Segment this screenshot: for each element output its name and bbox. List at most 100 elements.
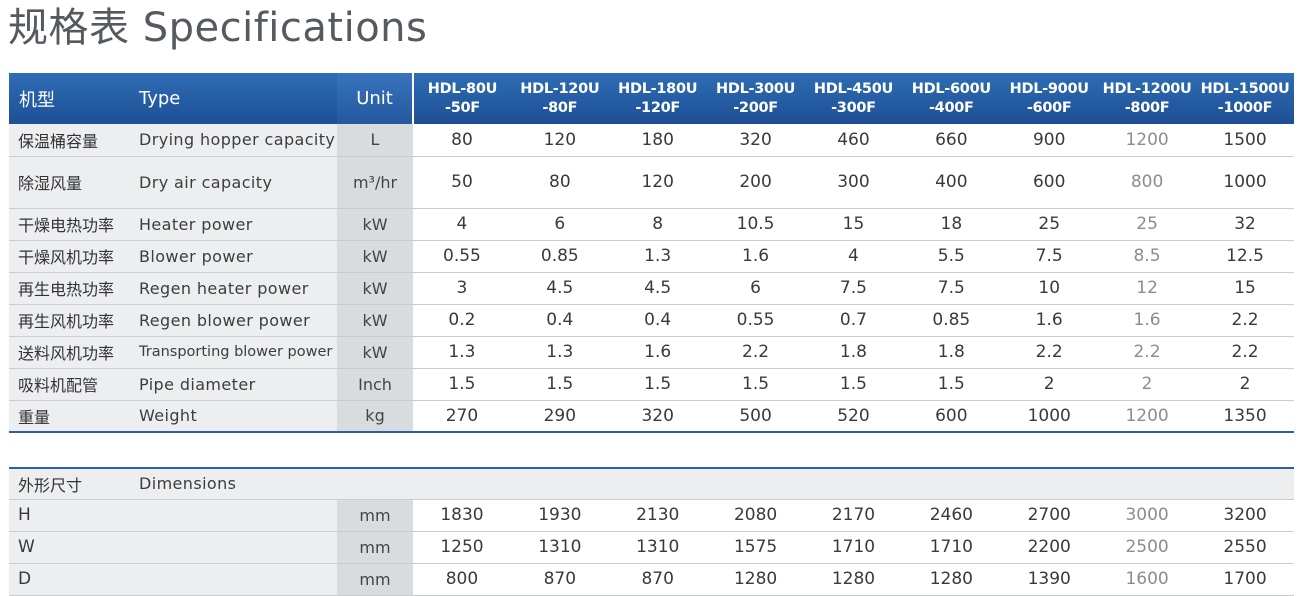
- row-en-label: Regen blower power: [129, 304, 338, 337]
- row-cn-label: 干燥风机功率: [9, 240, 129, 273]
- table-cell-value: 2.2: [1098, 336, 1197, 369]
- dimensions-header-row: 外形尺寸 Dimensions: [9, 467, 1294, 500]
- table-cell-value: 270: [413, 400, 511, 433]
- row-cn-label: 送料风机功率: [9, 336, 129, 369]
- table-cell-value: 900: [1000, 124, 1099, 157]
- table-cell-value: 1.6: [706, 240, 805, 273]
- table-cell-value: 80: [510, 156, 609, 209]
- table-cell-value: 2.2: [1196, 304, 1294, 337]
- dimension-label: H: [9, 499, 338, 532]
- table-cell-value: 320: [608, 400, 707, 433]
- table-cell-value: 1.6: [1098, 304, 1197, 337]
- table-cell-value: 400: [902, 156, 1001, 209]
- model-header: HDL-600U -400F: [902, 73, 1001, 124]
- table-cell-value: 2460: [902, 499, 1001, 532]
- table-header-row: 机型 Type Unit HDL-80U -50F HDL-120U -80F HD…: [9, 73, 1294, 124]
- table-cell-value: 8: [608, 208, 707, 241]
- row-unit: mm: [337, 531, 414, 564]
- table-cell-value: 6: [706, 272, 805, 305]
- table-cell-value: 120: [510, 124, 609, 157]
- table-cell-value: 7.5: [902, 272, 1001, 305]
- table-cell-value: 2: [1000, 368, 1099, 401]
- table-cell-value: 7.5: [804, 272, 903, 305]
- row-unit: kW: [337, 240, 414, 273]
- table-cell-value: 1200: [1098, 124, 1197, 157]
- table-cell-value: 520: [804, 400, 903, 433]
- table-cell-value: 1000: [1000, 400, 1099, 433]
- table-cell-value: 1280: [804, 563, 903, 596]
- table-cell-value: 600: [902, 400, 1001, 433]
- table-cell-value: 1830: [413, 499, 511, 532]
- table-cell-value: 0.7: [804, 304, 903, 337]
- table-cell-value: 0.85: [510, 240, 609, 273]
- table-cell-value: 12.5: [1196, 240, 1294, 273]
- table-cell-value: 2: [1098, 368, 1197, 401]
- row-unit: kW: [337, 208, 414, 241]
- row-cn-label: 干燥电热功率: [9, 208, 129, 241]
- row-en-label: Transporting blower power: [129, 336, 338, 369]
- table-cell-value: 4: [804, 240, 903, 273]
- table-cell-value: 1310: [510, 531, 609, 564]
- table-cell-value: 7.5: [1000, 240, 1099, 273]
- table-cell-value: 0.55: [706, 304, 805, 337]
- table-cell-value: 0.4: [608, 304, 707, 337]
- table-cell-value: 1700: [1196, 563, 1294, 596]
- table-cell-value: 25: [1000, 208, 1099, 241]
- table-cell-value: 1.3: [608, 240, 707, 273]
- header-unit-label: Unit: [337, 73, 415, 124]
- table-cell-value: 800: [1098, 156, 1197, 209]
- table-cell-value: 1280: [902, 563, 1001, 596]
- table-cell-value: 5.5: [902, 240, 1001, 273]
- table-cell-value: 290: [510, 400, 609, 433]
- table-cell-value: 0.85: [902, 304, 1001, 337]
- model-header: HDL-80U -50F: [413, 73, 511, 124]
- table-row: 送料风机功率 Transporting blower power kW 1.3 1.3 1…: [9, 336, 1294, 369]
- row-en-label: Heater power: [129, 208, 338, 241]
- table-cell-value: 3200: [1196, 499, 1294, 532]
- row-unit: m³/hr: [337, 156, 414, 209]
- table-cell-value: 8.5: [1098, 240, 1197, 273]
- table-cell-value: 15: [804, 208, 903, 241]
- header-cn-label: 机型: [9, 73, 129, 124]
- table-cell-value: 3: [413, 272, 511, 305]
- row-unit: mm: [337, 499, 414, 532]
- table-cell-value: 500: [706, 400, 805, 433]
- table-cell-value: 10.5: [706, 208, 805, 241]
- table-cell-value: 2.2: [1196, 336, 1294, 369]
- table-row: 吸料机配管 Pipe diameter Inch 1.5 1.5 1.5 1.5 1.5 1.5…: [9, 368, 1294, 401]
- table-row: 除湿风量 Dry air capacity m³/hr 50 80 120 200 300 40…: [9, 156, 1294, 209]
- table-row: 干燥电热功率 Heater power kW 4 6 8 10.5 15 18 25 25 32: [9, 208, 1294, 241]
- table-cell-value: 200: [706, 156, 805, 209]
- table-cell-value: 1710: [902, 531, 1001, 564]
- table-cell-value: 800: [413, 563, 511, 596]
- table-cell-value: 1000: [1196, 156, 1294, 209]
- table-cell-value: 2200: [1000, 531, 1099, 564]
- table-cell-value: 1200: [1098, 400, 1197, 433]
- table-row: 保温桶容量 Drying hopper capacity L 80 120 180 320 4…: [9, 124, 1294, 157]
- row-en-label: Drying hopper capacity: [129, 124, 338, 157]
- table-cell-value: 1.5: [706, 368, 805, 401]
- model-header: HDL-180U -120F: [608, 73, 707, 124]
- dimensions-en-label: Dimensions: [129, 467, 338, 500]
- table-cell-value: 4.5: [608, 272, 707, 305]
- row-cn-label: 除湿风量: [9, 156, 129, 209]
- table-cell-value: 0.2: [413, 304, 511, 337]
- table-cell-value: 25: [1098, 208, 1197, 241]
- model-header: HDL-300U -200F: [706, 73, 805, 124]
- row-unit: kW: [337, 336, 414, 369]
- row-en-label: Weight: [129, 400, 338, 433]
- table-cell-value: 1350: [1196, 400, 1294, 433]
- table-cell-value: 1390: [1000, 563, 1099, 596]
- table-cell-value: 180: [608, 124, 707, 157]
- table-cell-value: 460: [804, 124, 903, 157]
- row-en-label: Dry air capacity: [129, 156, 338, 209]
- table-cell-value: 1.5: [608, 368, 707, 401]
- table-cell-value: 1575: [706, 531, 805, 564]
- row-unit: Inch: [337, 368, 414, 401]
- table-cell-value: 3000: [1098, 499, 1197, 532]
- table-cell-value: 10: [1000, 272, 1099, 305]
- table-cell-value: 2.2: [1000, 336, 1099, 369]
